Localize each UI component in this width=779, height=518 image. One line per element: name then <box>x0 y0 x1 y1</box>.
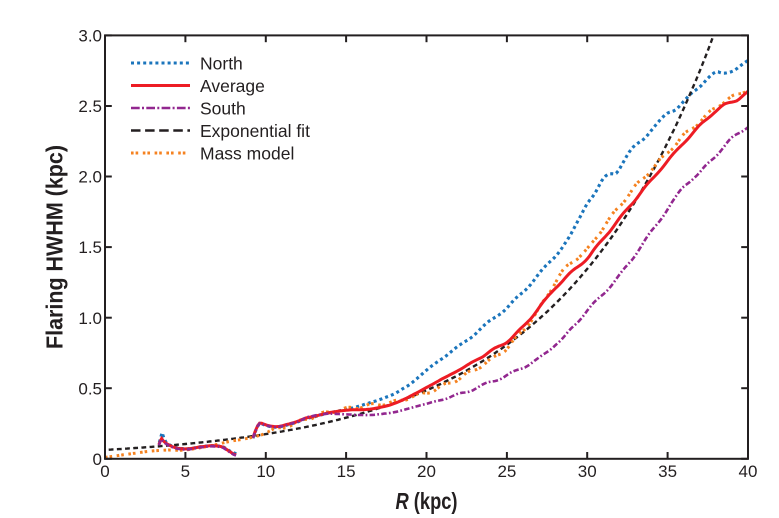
svg-text:Flaring HWHM (kpc): Flaring HWHM (kpc) <box>41 145 67 349</box>
svg-text:30: 30 <box>578 462 597 481</box>
svg-text:1.0: 1.0 <box>78 309 102 328</box>
svg-text:0.5: 0.5 <box>78 379 102 398</box>
svg-text:0: 0 <box>100 462 109 481</box>
svg-text:North: North <box>200 53 243 73</box>
svg-text:3.0: 3.0 <box>78 27 102 46</box>
svg-text:Average: Average <box>200 76 265 96</box>
svg-text:Mass model: Mass model <box>200 143 294 163</box>
svg-text:5: 5 <box>181 462 190 481</box>
svg-text:20: 20 <box>417 462 436 481</box>
svg-text:40: 40 <box>739 462 758 481</box>
svg-text:15: 15 <box>337 462 356 481</box>
svg-text:South: South <box>200 98 246 118</box>
svg-text:1.5: 1.5 <box>78 238 102 257</box>
svg-text:2.5: 2.5 <box>78 97 102 116</box>
svg-text:0: 0 <box>93 450 102 469</box>
svg-text:Exponential fit: Exponential fit <box>200 121 310 141</box>
svg-text:R (kpc): R (kpc) <box>396 488 458 514</box>
svg-text:10: 10 <box>256 462 275 481</box>
svg-text:2.0: 2.0 <box>78 168 102 187</box>
svg-text:25: 25 <box>497 462 516 481</box>
svg-text:35: 35 <box>658 462 677 481</box>
